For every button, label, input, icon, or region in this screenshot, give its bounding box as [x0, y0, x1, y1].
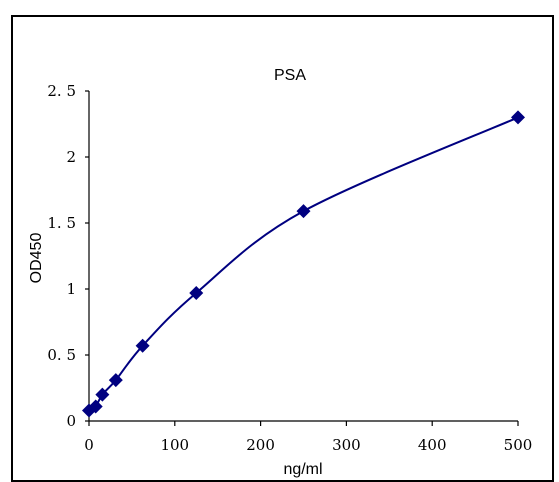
x-tick-label: 300: [332, 436, 361, 454]
x-axis-title: ng/ml: [283, 461, 322, 478]
data-point: [189, 285, 204, 300]
x-tick-label: 0: [84, 436, 94, 454]
chart-title: PSA: [274, 67, 306, 84]
data-point: [95, 387, 110, 402]
data-point: [135, 338, 150, 353]
series-layer: [82, 110, 525, 418]
y-tick-label: 2. 5: [47, 82, 76, 100]
y-tick-label: 2: [66, 148, 76, 166]
axes: 0 0. 5 1 1. 5 2 2. 5 0 100 200 300 400 500: [47, 82, 532, 454]
series-line: [88, 116, 519, 412]
y-tick-label: 0. 5: [47, 346, 76, 364]
data-point: [88, 399, 103, 414]
y-tick-label: 1: [66, 280, 76, 298]
data-point: [108, 373, 123, 388]
data-point: [511, 110, 525, 125]
x-tick-label: 200: [246, 436, 275, 454]
chart-frame: [11, 15, 554, 482]
x-tick-label: 500: [504, 436, 533, 454]
y-tick-label: 1. 5: [47, 214, 76, 232]
x-tick-label: 100: [160, 436, 189, 454]
data-point: [296, 204, 311, 219]
y-axis-title: OD450: [28, 233, 45, 284]
y-tick-label: 0: [66, 412, 76, 430]
x-tick-label: 400: [418, 436, 447, 454]
